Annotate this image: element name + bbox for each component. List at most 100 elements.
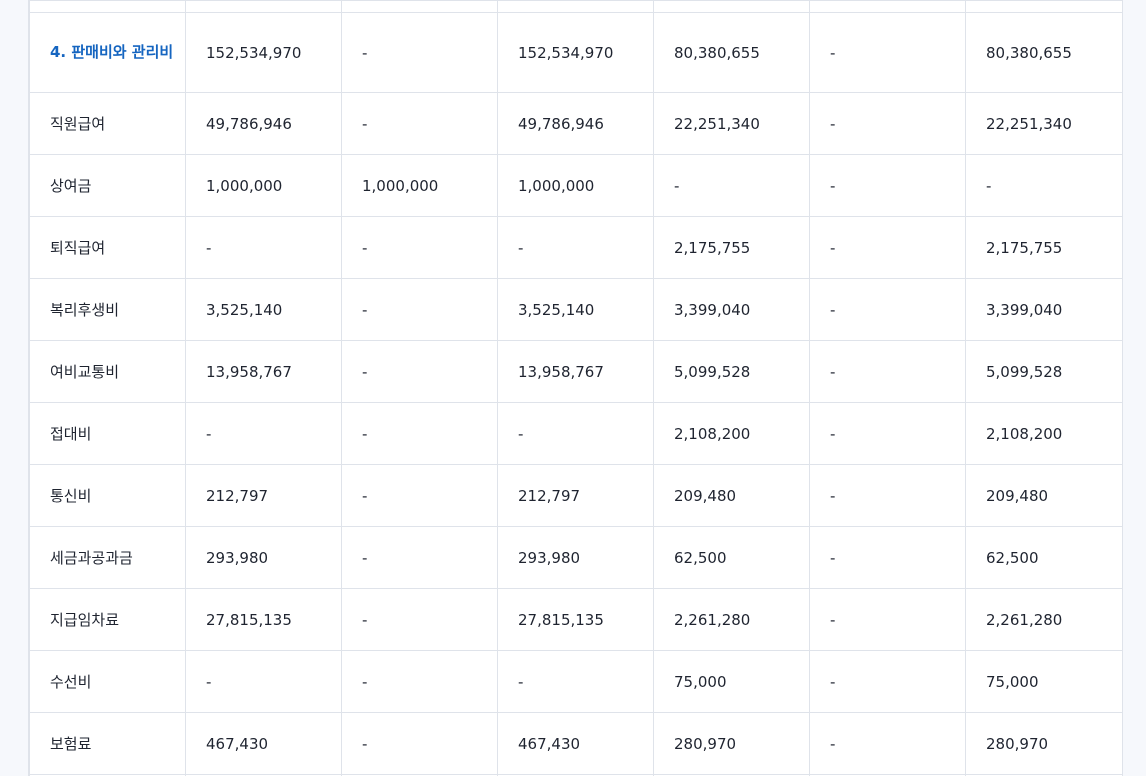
table-cell: - — [497, 402, 654, 465]
table-row-section-subtotal: 4. 판매비와 관리비 152,534,970 - 152,534,970 80… — [29, 12, 1123, 93]
row-label: 수선비 — [29, 650, 186, 713]
table-cell: - — [341, 712, 498, 775]
table-row: 보험료 467,430-467,430 280,970-280,970 — [29, 712, 1123, 775]
table-cell: 27,815,135 — [497, 588, 654, 651]
table-cell: 49,786,946 — [497, 92, 654, 155]
table-cell: - — [809, 588, 966, 651]
table-cell: 2,175,755 — [653, 216, 810, 279]
table-cell: - — [809, 92, 966, 155]
table-cell: - — [809, 216, 966, 279]
table-cell: 3,399,040 — [653, 278, 810, 341]
table-cell: 27,815,135 — [185, 588, 342, 651]
table-cell: 2,108,200 — [965, 402, 1123, 465]
table-row: 통신비 212,797-212,797 209,480-209,480 — [29, 464, 1123, 527]
row-label: 지급임차료 — [29, 588, 186, 651]
row-label: 세금과공과금 — [29, 526, 186, 589]
row-label: 보험료 — [29, 712, 186, 775]
table-cell: - — [341, 464, 498, 527]
table-cell: - — [341, 526, 498, 589]
table-cell: 13,958,767 — [185, 340, 342, 403]
table-cell: - — [341, 278, 498, 341]
table-cell: - — [497, 650, 654, 713]
table-cell: 22,251,340 — [653, 92, 810, 155]
table-cell: 293,980 — [185, 526, 342, 589]
table-cell: - — [497, 216, 654, 279]
table-cell: 209,480 — [965, 464, 1123, 527]
table-cell: 75,000 — [653, 650, 810, 713]
table-cell: - — [341, 588, 498, 651]
table-cell: - — [341, 92, 498, 155]
expense-table-container: 4. 판매비와 관리비 152,534,970 - 152,534,970 80… — [28, 0, 1123, 776]
table-row: 직원급여 49,786,946-49,786,946 22,251,340-22,2… — [29, 92, 1123, 155]
table-cell: 62,500 — [965, 526, 1123, 589]
row-label: 퇴직급여 — [29, 216, 186, 279]
table-cell: - — [341, 216, 498, 279]
table-cell: 152,534,970 — [497, 12, 654, 93]
table-row: 상여금 1,000,000 1,000,000 1,000,000- - - — [29, 154, 1123, 217]
table-row: 지급임차료 27,815,135-27,815,135 2,261,280-2,26… — [29, 588, 1123, 651]
section-label: 4. 판매비와 관리비 — [29, 12, 186, 93]
table-cell: 22,251,340 — [965, 92, 1123, 155]
table-cell: - — [653, 154, 810, 217]
table-cell: 212,797 — [185, 464, 342, 527]
row-label: 접대비 — [29, 402, 186, 465]
table-cell: 2,108,200 — [653, 402, 810, 465]
table-row: 여비교통비 13,958,767-13,958,767 5,099,528-5,09… — [29, 340, 1123, 403]
table-cell: - — [185, 650, 342, 713]
table-cell: 212,797 — [497, 464, 654, 527]
table-cell: 75,000 — [965, 650, 1123, 713]
table-cell: - — [809, 154, 966, 217]
table-cell: - — [809, 402, 966, 465]
expense-table: 4. 판매비와 관리비 152,534,970 - 152,534,970 80… — [29, 0, 1123, 776]
table-cell: 209,480 — [653, 464, 810, 527]
row-label: 복리후생비 — [29, 278, 186, 341]
table-cell: - — [809, 526, 966, 589]
table-cell: 280,970 — [965, 712, 1123, 775]
table-row: 접대비 - - -2,108,200-2,108,200 — [29, 402, 1123, 465]
table-cell: 5,099,528 — [965, 340, 1123, 403]
table-cell: 2,261,280 — [965, 588, 1123, 651]
table-cell: 1,000,000 — [185, 154, 342, 217]
table-row-partial-top — [29, 0, 1123, 13]
table-row: 수선비 - - -75,000-75,000 — [29, 650, 1123, 713]
table-cell: 152,534,970 — [185, 12, 342, 93]
table-cell: 467,430 — [497, 712, 654, 775]
table-cell: 1,000,000 — [341, 154, 498, 217]
table-cell: 2,261,280 — [653, 588, 810, 651]
row-label: 여비교통비 — [29, 340, 186, 403]
table-cell: 2,175,755 — [965, 216, 1123, 279]
row-label: 통신비 — [29, 464, 186, 527]
table-cell: - — [809, 12, 966, 93]
table-cell: 280,970 — [653, 712, 810, 775]
table-cell: - — [185, 216, 342, 279]
table-cell: 3,525,140 — [497, 278, 654, 341]
table-cell: 1,000,000 — [497, 154, 654, 217]
table-row-partial-bottom — [29, 774, 1123, 776]
table-cell: - — [809, 650, 966, 713]
table-cell: 293,980 — [497, 526, 654, 589]
table-cell: 62,500 — [653, 526, 810, 589]
table-cell: 467,430 — [185, 712, 342, 775]
table-row: 세금과공과금 293,980-293,980 62,500-62,500 — [29, 526, 1123, 589]
table-cell: 80,380,655 — [965, 12, 1123, 93]
row-label: 직원급여 — [29, 92, 186, 155]
table-cell: 13,958,767 — [497, 340, 654, 403]
row-label: 상여금 — [29, 154, 186, 217]
table-cell: - — [965, 154, 1123, 217]
table-cell: - — [185, 402, 342, 465]
table-cell: - — [341, 12, 498, 93]
table-cell: 3,525,140 — [185, 278, 342, 341]
table-cell: - — [809, 712, 966, 775]
table-cell: 80,380,655 — [653, 12, 810, 93]
table-cell: 3,399,040 — [965, 278, 1123, 341]
table-row: 복리후생비 3,525,140-3,525,140 3,399,040-3,399,… — [29, 278, 1123, 341]
table-cell: - — [809, 340, 966, 403]
table-cell: - — [341, 340, 498, 403]
table-cell: - — [341, 650, 498, 713]
table-cell: 49,786,946 — [185, 92, 342, 155]
table-cell: - — [809, 464, 966, 527]
table-cell: - — [341, 402, 498, 465]
table-row: 퇴직급여 - - -2,175,755-2,175,755 — [29, 216, 1123, 279]
table-cell: 5,099,528 — [653, 340, 810, 403]
